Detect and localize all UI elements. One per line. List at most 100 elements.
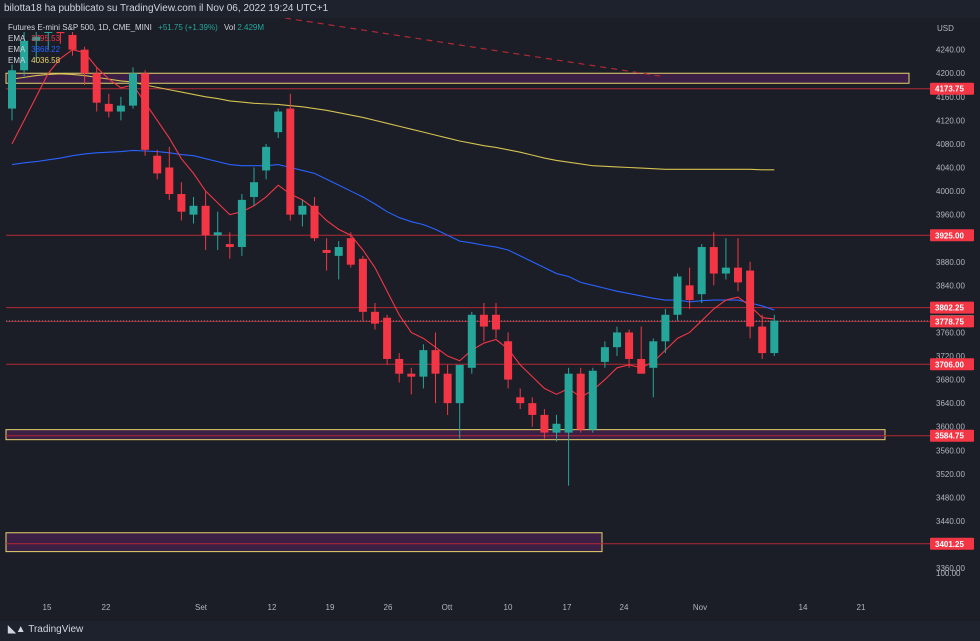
support-zone [5,72,910,84]
candle-body [92,73,101,103]
price-axis[interactable]: 4240.00 4200.00 4160.00 4120.00 4080.00 4040.… [930,18,980,598]
price-tick-label: 4000.00 [936,187,965,196]
candle-body [298,205,307,215]
candle-up [237,194,246,256]
price-tick-label: 100.00 [936,569,961,578]
price-badge-bg [930,315,974,328]
price-tick-label: 3880.00 [936,258,965,267]
time-tick-label: 14 [799,603,808,612]
price-badge-bg [930,301,974,314]
candle-body [504,341,513,380]
ema-fast-line [11,49,775,398]
candle-down [479,303,488,342]
price-badge: 3778.75 [930,315,974,328]
candle-down [540,409,549,439]
candle-body [540,414,549,433]
candle-body [153,155,162,174]
price-badge: 3401.25 [930,537,974,550]
time-tick-label: Ott [442,603,453,612]
price-tick-label: 4160.00 [936,93,965,102]
legend-ema1-row[interactable]: EMA 3795.53 [8,33,264,44]
candle-down [625,329,634,368]
price-tick-label: 3600.00 [936,423,965,432]
time-tick-label: 10 [504,603,513,612]
candle-body [371,311,379,324]
price-tick-label: 4120.00 [936,116,965,125]
candle-body [734,267,742,283]
candle-down [80,46,89,86]
candle-up [552,414,561,442]
tradingview-logo[interactable]: ◣▲ TradingView [8,624,83,635]
candle-body [455,364,464,404]
candle-body [588,370,597,430]
legend-ema2-row[interactable]: EMA 3868.22 [8,44,264,55]
time-axis[interactable]: 15 22 Set 12 19 26 Ott 10 17 24 Nov 14 21 [0,598,930,621]
candle-body [322,249,331,253]
candle-body [20,40,29,71]
candle-up [250,167,258,206]
candle-body [80,49,89,74]
candle-body [358,258,367,312]
candle-up [213,211,222,250]
candle-body [721,267,730,274]
candle-body [637,358,646,374]
legend-ema2-label: EMA [8,45,25,54]
candle-down [492,303,500,339]
candle-body [8,70,16,109]
candle-down [431,332,440,404]
legend-change: +51.75 (+1.39%) [158,23,218,32]
candle-down [383,314,392,365]
candle-down [528,397,537,427]
candle-up [770,314,779,357]
candle-body [116,105,125,112]
candle-body [516,397,525,404]
candle-down [746,261,755,339]
time-tick-label: 15 [43,603,52,612]
candle-up [274,108,283,139]
footer-bar: ◣▲ TradingView [0,621,980,641]
price-tick-label: 4040.00 [936,164,965,173]
candle-down [358,255,367,321]
candle-body [129,73,137,106]
candle-down [576,367,585,433]
candle-body [419,350,428,377]
price-plot[interactable] [0,18,930,598]
candle-up [20,32,29,77]
legend-ema1-value: 3795.53 [31,34,61,43]
candle-body [286,108,295,215]
publisher-line: bilotta18 ha pubblicato su TradingView.c… [4,3,329,14]
time-tick-label: 26 [384,603,393,612]
candle-up [189,196,198,224]
candle-down [346,232,355,268]
price-badge-bg [930,429,974,442]
candle-down [56,32,65,44]
time-tick-label: 12 [268,603,277,612]
price-tick-label: 4080.00 [936,140,965,149]
legend-symbol-row[interactable]: Futures E-mini S&P 500, 1D, CME_MINI +51… [8,22,264,33]
legend-ema3-value: 4036.58 [31,56,61,65]
legend-ema3-row[interactable]: EMA 4036.58 [8,55,264,66]
currency-label: USD [937,24,954,33]
time-tick-label: 19 [326,603,335,612]
candle-down [68,32,77,56]
candle-body [613,332,621,348]
price-badge-label: 3802.25 [935,304,964,313]
candle-body [56,32,65,34]
candle-down [286,93,295,221]
candle-down [165,146,174,200]
price-badge-bg [930,229,974,242]
candle-up [44,32,53,50]
price-tick-label: 3480.00 [936,493,965,502]
candle-up [697,244,706,303]
candle-down [504,332,513,389]
candle-body [673,276,682,315]
candle-body [237,199,246,248]
candle-body [44,32,53,33]
price-badge: 3706.00 [930,358,974,371]
candle-down [637,326,646,374]
price-tick-label: 3360.00 [936,564,965,573]
legend-vol-label: Vol [223,23,236,32]
price-badge: 3802.25 [930,301,974,314]
legend-ema3-label: EMA [8,56,25,65]
candle-down [685,267,694,309]
